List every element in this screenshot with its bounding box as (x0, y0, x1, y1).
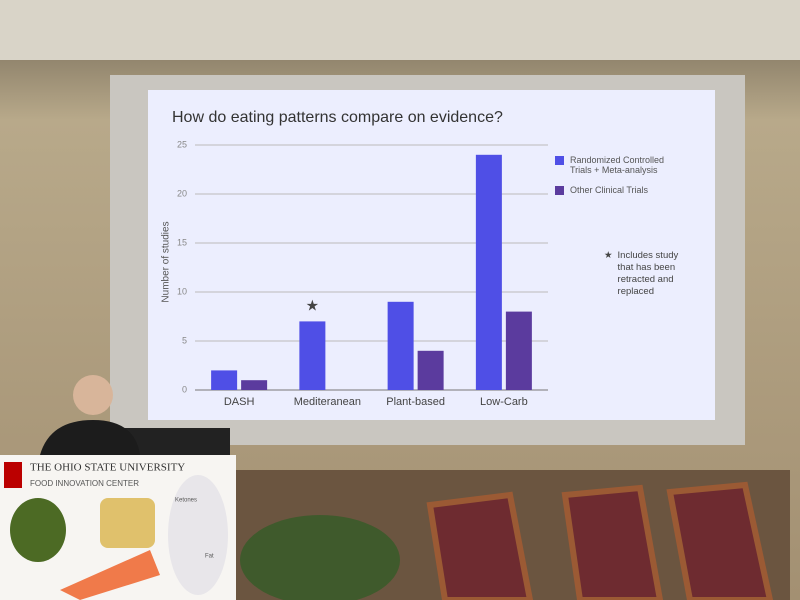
body-figure (168, 475, 228, 595)
oil (100, 498, 155, 548)
y-tick-label: 15 (177, 237, 187, 247)
avocado (10, 498, 66, 562)
bar (211, 370, 238, 390)
bar (299, 321, 326, 390)
y-tick-label: 20 (177, 188, 187, 198)
bar (417, 350, 444, 390)
university: THE OHIO STATE UNIVERSITY (30, 462, 185, 474)
bar (475, 154, 502, 390)
ceiling (0, 0, 800, 60)
chairs (426, 481, 774, 600)
speaker-head (73, 375, 113, 415)
salmon (60, 550, 160, 600)
legend-swatch (555, 186, 564, 195)
chart-title: How do eating patterns compare on eviden… (172, 109, 503, 126)
legend-item: Randomized Controlled Trials + Meta-anal… (555, 155, 675, 175)
annotation-marker: ★ (306, 297, 319, 314)
x-tick-label: Low-Carb (480, 396, 528, 408)
plot: 0 5 10 15 20 25 DASH Mediteranean Plant-based Low… (177, 139, 548, 408)
logo (4, 462, 22, 488)
plant (240, 515, 400, 600)
x-tick-label: Plant-based (386, 396, 445, 408)
annotation-text: Includes study that has been retracted a… (617, 250, 679, 297)
y-axis-label: Number of studies (161, 221, 172, 302)
figure-label: Fat (205, 554, 214, 560)
y-tick-label: 0 (182, 384, 187, 394)
speaker-body (40, 420, 140, 455)
y-tick-label: 10 (177, 286, 187, 296)
center: FOOD INNOVATION CENTER (30, 479, 139, 488)
bar (505, 311, 532, 390)
figure-label: Ketones (175, 498, 197, 504)
legend-item: Other Clinical Trials (555, 185, 675, 195)
x-tick-label: Mediteranean (294, 396, 361, 408)
y-tick-label: 25 (177, 139, 187, 149)
x-tick-label: DASH (224, 396, 255, 408)
legend-label: Randomized Controlled Trials + Meta-anal… (570, 155, 665, 175)
annotation-symbol: ★ (604, 250, 613, 261)
legend-label: Other Clinical Trials (570, 185, 649, 195)
bar (241, 380, 268, 390)
annotation: ★ Includes study that has been retracted … (604, 250, 694, 298)
y-tick-label: 5 (182, 335, 187, 345)
bar (387, 301, 414, 390)
legend-swatch (555, 156, 564, 165)
